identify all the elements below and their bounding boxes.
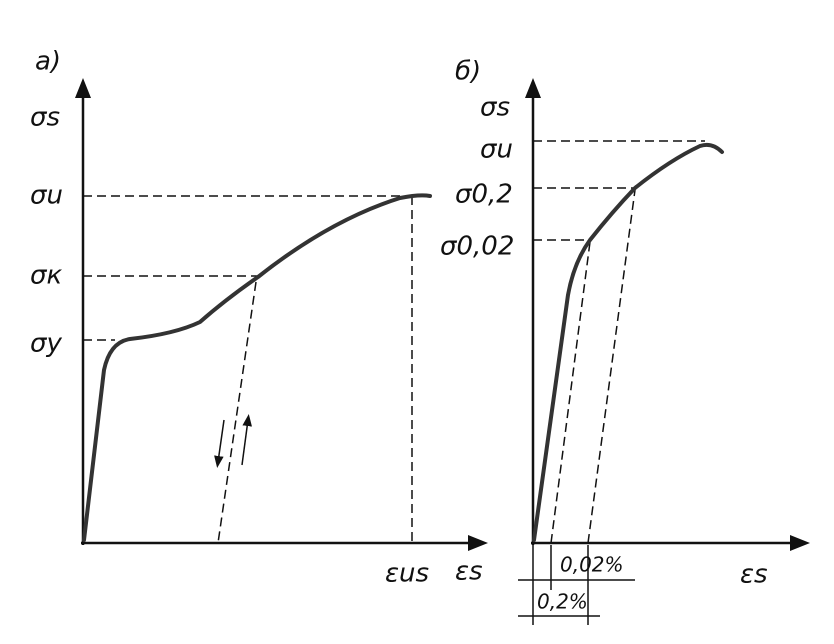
stress-curve: [532, 142, 724, 542]
arrow-down: [214, 419, 225, 468]
level-label: σ0,02: [440, 232, 514, 262]
panel-a: а) σs εs σu σк σу εus: [30, 47, 488, 589]
panel-b: б) σs εs σu σ0,2 σ0,02 0,02% 0,2%: [440, 57, 810, 625]
stress-curve: [82, 193, 432, 542]
offset-line: [550, 241, 591, 544]
y-axis-label: σs: [480, 93, 510, 123]
level-label: σк: [30, 261, 62, 291]
level-label: σу: [30, 329, 62, 359]
x-axis-label: εs: [455, 557, 483, 587]
panel-label: а): [35, 47, 61, 77]
arrow-up: [241, 414, 252, 466]
level-label: σ0,2: [455, 180, 513, 210]
y-axis-label: σs: [30, 103, 60, 133]
level-label: σu: [480, 135, 513, 165]
level-label: σu: [30, 181, 63, 211]
unload-line: [217, 281, 257, 544]
offset-label: 0,02%: [560, 553, 624, 577]
x-axis-label: εs: [740, 560, 768, 590]
offset-label: 0,2%: [537, 590, 588, 614]
x-marker-label: εus: [385, 559, 429, 589]
offset-line: [587, 189, 636, 544]
panel-label: б): [455, 57, 481, 87]
